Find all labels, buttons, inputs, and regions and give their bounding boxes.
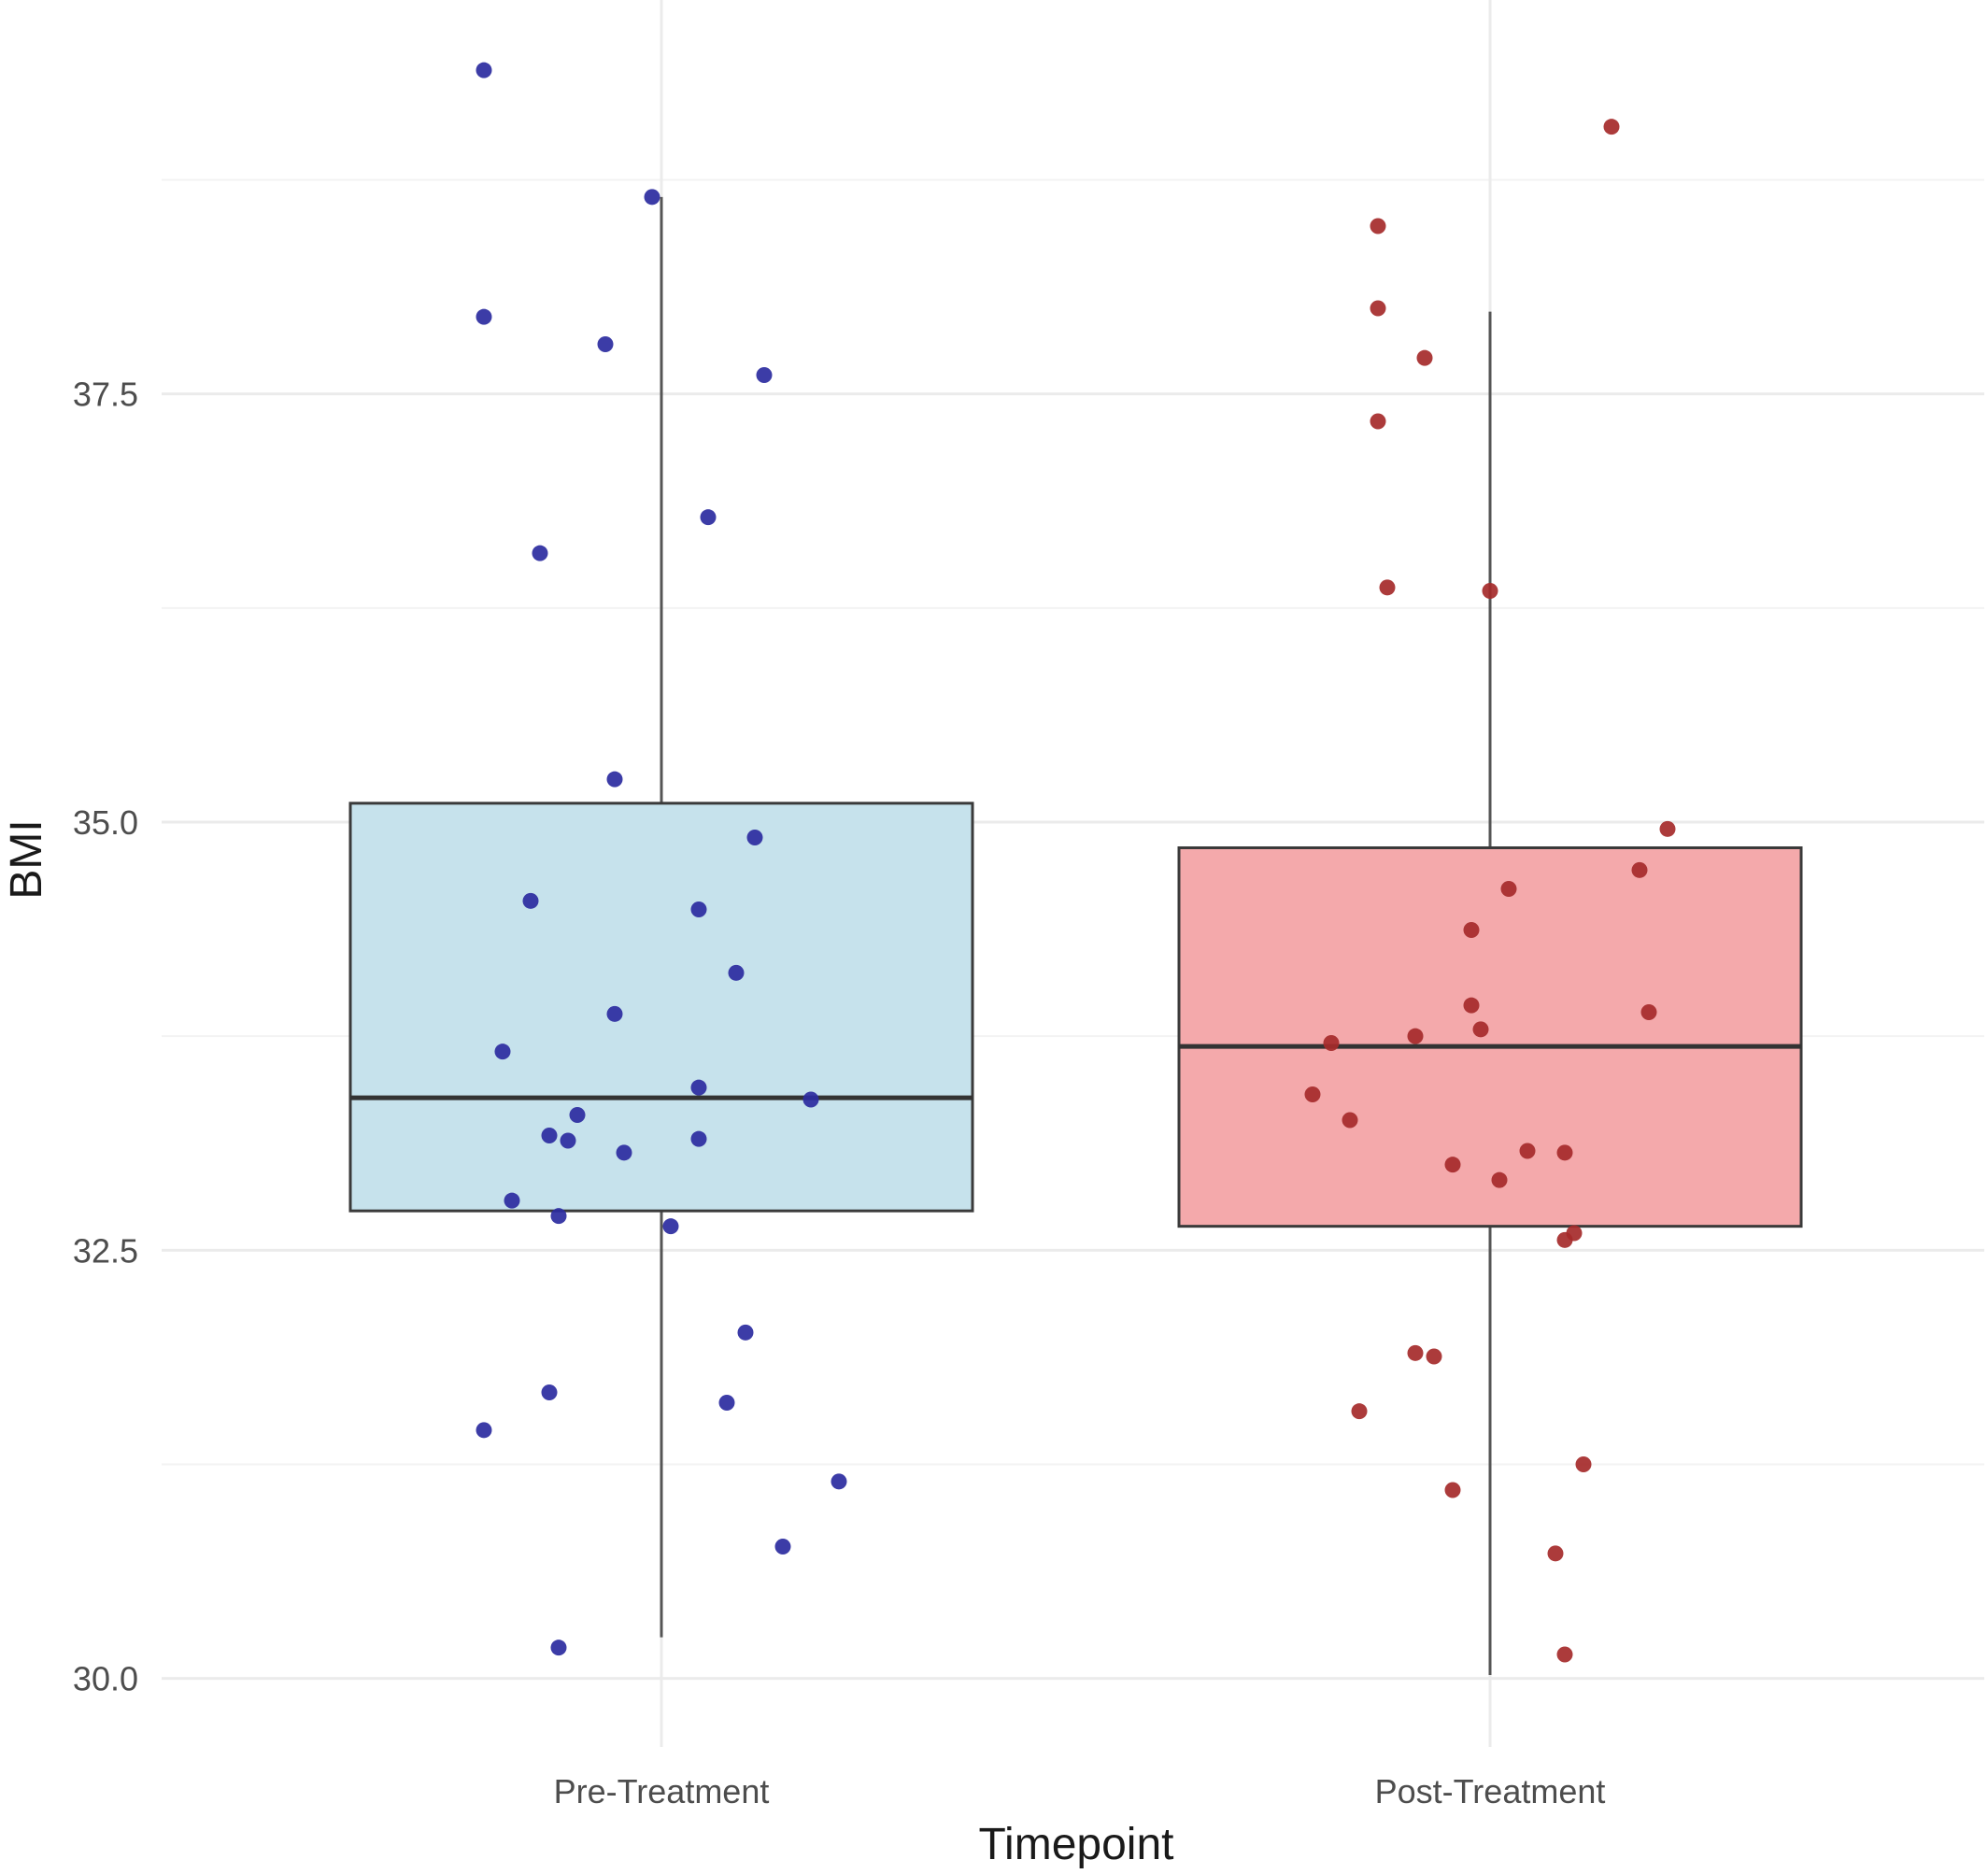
data-point [1370, 300, 1386, 317]
data-point [1500, 881, 1517, 897]
data-point [1370, 218, 1386, 234]
data-point [476, 1422, 492, 1439]
data-point [476, 62, 492, 78]
data-point [606, 1005, 623, 1022]
data-point [1407, 1028, 1424, 1044]
data-point [1566, 1225, 1583, 1242]
data-point [1491, 1171, 1508, 1188]
data-point [1519, 1143, 1536, 1159]
data-point [728, 964, 745, 981]
data-point [1482, 583, 1498, 599]
whiskers [660, 196, 1492, 1675]
data-point [560, 1132, 576, 1149]
data-point [718, 1395, 735, 1411]
box-iqr [1177, 846, 1803, 1228]
data-point [1640, 1004, 1657, 1020]
data-point [1463, 997, 1480, 1014]
data-point [1472, 1021, 1489, 1038]
data-point [550, 1208, 567, 1225]
x-axis-title: Timepoint [979, 1820, 1174, 1869]
data-point [616, 1144, 632, 1161]
data-point [606, 771, 623, 788]
box-iqr [348, 802, 974, 1213]
data-point [1407, 1344, 1424, 1361]
data-point [1463, 922, 1480, 938]
y-tick-label: 37.5 [73, 376, 138, 414]
x-tick-label: Pre-Treatment [554, 1772, 770, 1810]
data-point [690, 1079, 707, 1096]
data-point [1444, 1482, 1461, 1498]
y-tick-label: 32.5 [73, 1231, 138, 1270]
data-point [802, 1091, 819, 1108]
data-point [1426, 1348, 1442, 1365]
x-tick-label: Post-Treatment [1375, 1772, 1606, 1810]
data-point [504, 1192, 520, 1209]
data-point [1444, 1157, 1461, 1173]
data-point [1631, 861, 1648, 878]
x-tick-labels: Pre-Treatment Post-Treatment [554, 1772, 1606, 1810]
data-point [541, 1128, 558, 1143]
data-point [774, 1539, 791, 1555]
data-point [1304, 1086, 1321, 1102]
boxes [348, 802, 1803, 1228]
data-point [662, 1218, 679, 1235]
data-point [746, 830, 763, 845]
data-point [494, 1043, 511, 1060]
data-point [1547, 1545, 1564, 1562]
data-point [532, 545, 548, 561]
data-point [1659, 820, 1676, 837]
data-point [690, 1130, 707, 1147]
data-point [737, 1324, 754, 1341]
data-point [569, 1107, 586, 1123]
data-point [1370, 413, 1386, 430]
data-point [831, 1473, 847, 1490]
data-point [1556, 1144, 1573, 1161]
data-point [690, 902, 707, 917]
data-point [522, 892, 539, 909]
data-point [1351, 1403, 1368, 1420]
data-points [476, 62, 1676, 1663]
data-point [700, 509, 717, 526]
data-point [1323, 1035, 1340, 1051]
data-point [541, 1384, 558, 1400]
y-tick-labels: 30.0 32.5 35.0 37.5 [73, 376, 138, 1698]
data-point [644, 189, 660, 206]
y-tick-label: 35.0 [73, 803, 138, 842]
data-point [1416, 349, 1433, 366]
data-point [756, 367, 773, 383]
data-point [550, 1640, 567, 1656]
data-point [476, 308, 492, 325]
y-tick-label: 30.0 [73, 1660, 138, 1698]
data-point [1603, 119, 1620, 135]
data-point [1556, 1646, 1573, 1663]
data-point [1342, 1112, 1358, 1129]
data-point [1575, 1456, 1592, 1472]
y-axis-title: BMI [2, 819, 51, 899]
data-point [1379, 579, 1396, 596]
data-point [597, 336, 614, 352]
